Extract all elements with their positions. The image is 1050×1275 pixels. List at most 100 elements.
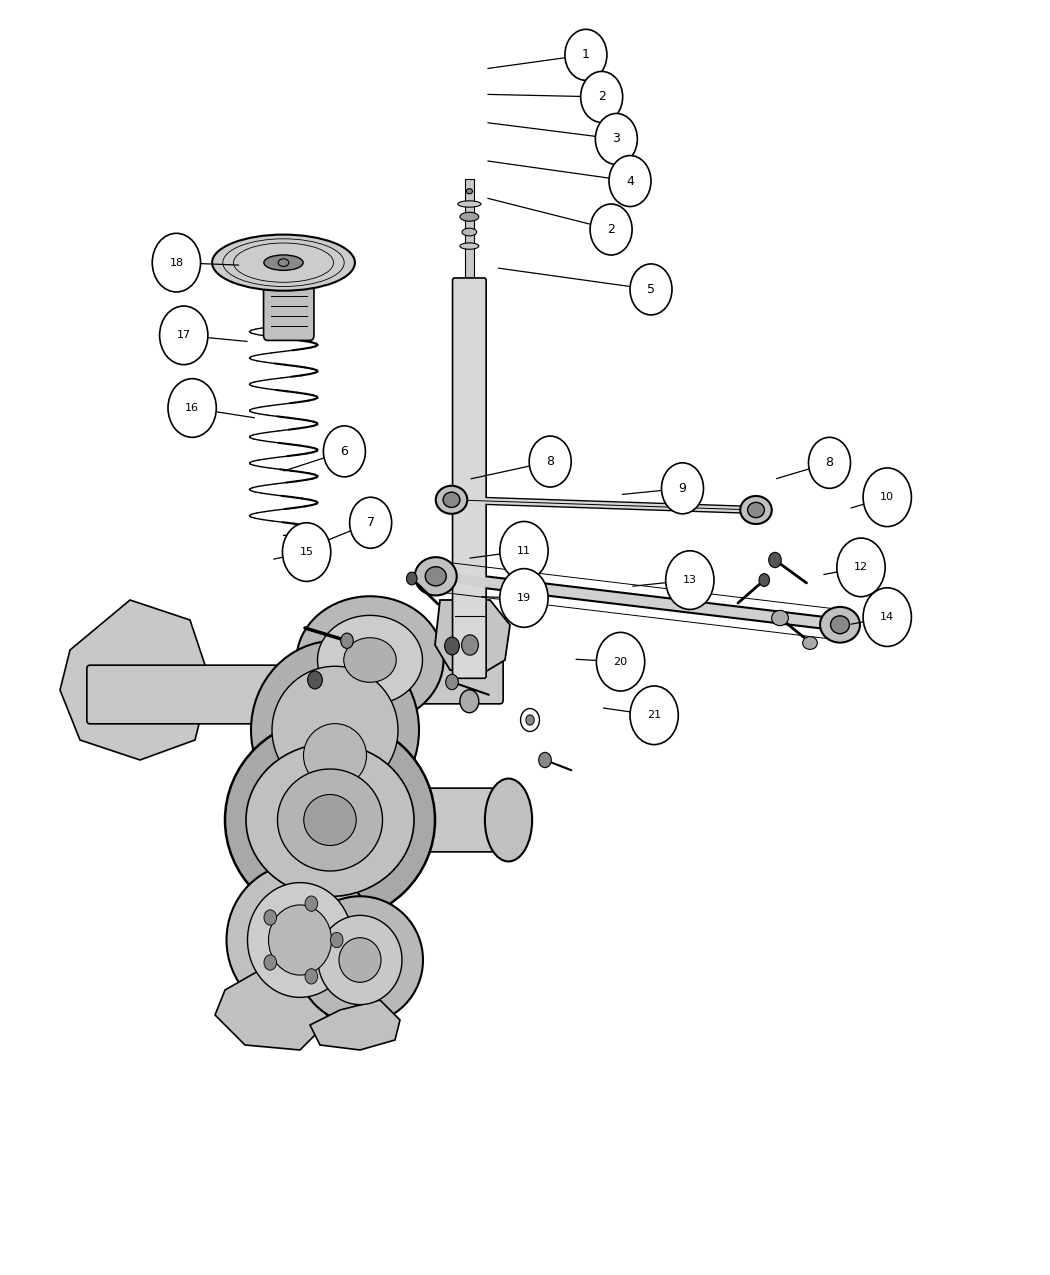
Circle shape bbox=[406, 572, 417, 585]
Text: 12: 12 bbox=[854, 562, 868, 572]
FancyBboxPatch shape bbox=[87, 666, 373, 724]
Circle shape bbox=[462, 635, 479, 655]
FancyBboxPatch shape bbox=[411, 788, 501, 852]
Polygon shape bbox=[60, 601, 210, 760]
Ellipse shape bbox=[278, 259, 289, 266]
Ellipse shape bbox=[277, 769, 382, 871]
Ellipse shape bbox=[460, 242, 479, 250]
Circle shape bbox=[306, 896, 318, 912]
Circle shape bbox=[596, 632, 645, 691]
Text: 6: 6 bbox=[340, 445, 349, 458]
Text: 16: 16 bbox=[185, 403, 200, 413]
Text: 11: 11 bbox=[517, 546, 531, 556]
Ellipse shape bbox=[436, 486, 467, 514]
FancyBboxPatch shape bbox=[366, 652, 503, 704]
Circle shape bbox=[863, 588, 911, 646]
Ellipse shape bbox=[443, 492, 460, 507]
Ellipse shape bbox=[318, 915, 402, 1005]
Circle shape bbox=[460, 690, 479, 713]
Text: 8: 8 bbox=[546, 455, 554, 468]
Polygon shape bbox=[310, 1000, 400, 1051]
Ellipse shape bbox=[343, 638, 396, 682]
Ellipse shape bbox=[248, 882, 353, 997]
Polygon shape bbox=[435, 601, 510, 674]
Ellipse shape bbox=[296, 597, 443, 724]
Circle shape bbox=[666, 551, 714, 609]
Circle shape bbox=[168, 379, 216, 437]
Ellipse shape bbox=[246, 743, 414, 896]
Circle shape bbox=[308, 671, 322, 688]
Text: 7: 7 bbox=[366, 516, 375, 529]
Circle shape bbox=[152, 233, 201, 292]
Text: 9: 9 bbox=[678, 482, 687, 495]
Ellipse shape bbox=[460, 212, 479, 222]
Circle shape bbox=[445, 674, 458, 690]
Text: 3: 3 bbox=[612, 133, 621, 145]
Ellipse shape bbox=[462, 228, 477, 236]
Text: 8: 8 bbox=[825, 456, 834, 469]
Bar bbox=[464, 179, 475, 306]
Circle shape bbox=[581, 71, 623, 122]
Text: 4: 4 bbox=[626, 175, 634, 187]
Circle shape bbox=[264, 910, 276, 926]
Circle shape bbox=[630, 686, 678, 745]
Circle shape bbox=[837, 538, 885, 597]
Polygon shape bbox=[215, 970, 330, 1051]
FancyBboxPatch shape bbox=[264, 282, 314, 340]
Ellipse shape bbox=[251, 641, 419, 820]
Text: 20: 20 bbox=[613, 657, 628, 667]
Circle shape bbox=[662, 463, 704, 514]
Ellipse shape bbox=[425, 566, 446, 586]
Text: 2: 2 bbox=[597, 91, 606, 103]
Ellipse shape bbox=[748, 502, 764, 518]
Circle shape bbox=[282, 523, 331, 581]
Ellipse shape bbox=[303, 724, 366, 788]
Ellipse shape bbox=[227, 863, 374, 1016]
Text: 2: 2 bbox=[607, 223, 615, 236]
Text: 14: 14 bbox=[880, 612, 895, 622]
Text: 21: 21 bbox=[647, 710, 662, 720]
Circle shape bbox=[323, 426, 365, 477]
Circle shape bbox=[500, 521, 548, 580]
Ellipse shape bbox=[485, 779, 532, 862]
Ellipse shape bbox=[303, 794, 356, 845]
FancyBboxPatch shape bbox=[453, 278, 486, 678]
Circle shape bbox=[808, 437, 850, 488]
Text: 19: 19 bbox=[517, 593, 531, 603]
Circle shape bbox=[759, 574, 770, 586]
Circle shape bbox=[609, 156, 651, 207]
Ellipse shape bbox=[466, 189, 472, 194]
Text: 17: 17 bbox=[176, 330, 191, 340]
Text: 13: 13 bbox=[682, 575, 697, 585]
Ellipse shape bbox=[272, 667, 398, 794]
Ellipse shape bbox=[317, 616, 422, 705]
Ellipse shape bbox=[802, 636, 817, 649]
Circle shape bbox=[526, 715, 534, 725]
Circle shape bbox=[331, 932, 343, 947]
Circle shape bbox=[769, 552, 781, 567]
Text: 1: 1 bbox=[582, 48, 590, 61]
Ellipse shape bbox=[297, 896, 423, 1024]
Circle shape bbox=[306, 969, 318, 984]
Ellipse shape bbox=[269, 905, 332, 975]
Polygon shape bbox=[280, 690, 380, 799]
Ellipse shape bbox=[458, 201, 481, 208]
Ellipse shape bbox=[415, 557, 457, 595]
Circle shape bbox=[863, 468, 911, 527]
Circle shape bbox=[521, 709, 540, 732]
Text: 15: 15 bbox=[299, 547, 314, 557]
Text: 18: 18 bbox=[169, 258, 184, 268]
Ellipse shape bbox=[831, 616, 849, 634]
Ellipse shape bbox=[339, 937, 381, 982]
Ellipse shape bbox=[772, 611, 789, 626]
Ellipse shape bbox=[740, 496, 772, 524]
Circle shape bbox=[539, 752, 551, 768]
Circle shape bbox=[590, 204, 632, 255]
Text: 10: 10 bbox=[880, 492, 895, 502]
Circle shape bbox=[500, 569, 548, 627]
Circle shape bbox=[565, 29, 607, 80]
Text: 5: 5 bbox=[647, 283, 655, 296]
Circle shape bbox=[264, 955, 276, 970]
Circle shape bbox=[595, 113, 637, 164]
Circle shape bbox=[630, 264, 672, 315]
